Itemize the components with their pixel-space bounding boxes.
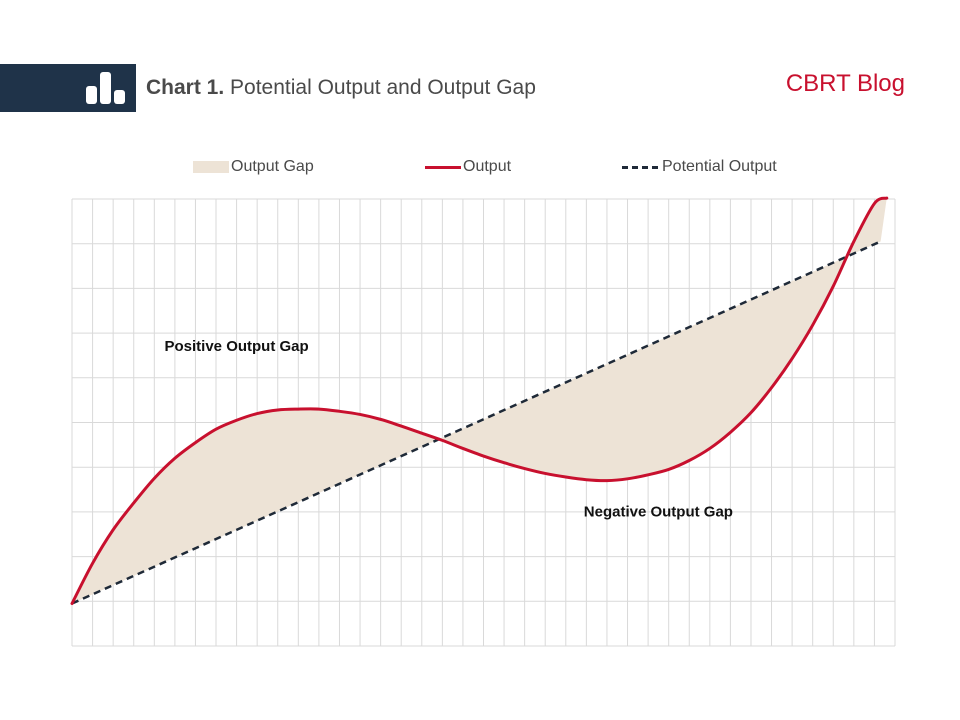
legend-item-output-gap: Output Gap — [193, 158, 314, 176]
chart-title-text: Potential Output and Output Gap — [224, 76, 536, 99]
bar-chart-icon — [86, 72, 125, 104]
legend-item-output: Output — [425, 158, 511, 176]
chart-title-number: Chart 1. — [146, 76, 225, 99]
brand-label: CBRT Blog — [785, 70, 905, 97]
output-gap-area — [72, 198, 887, 604]
output-line — [70, 196, 889, 606]
chart-title: Chart 1. Potential Output and Output Gap — [146, 76, 536, 100]
legend-swatch-output-gap — [193, 161, 229, 173]
header-band — [0, 64, 136, 112]
potential-output-line — [71, 240, 882, 605]
annotation-negative-gap: Negative Output Gap — [584, 503, 733, 520]
legend-swatch-potential-output — [622, 165, 658, 169]
legend-item-potential-output: Potential Output — [622, 158, 777, 176]
legend-label-potential-output: Potential Output — [662, 158, 777, 175]
legend-label-output: Output — [463, 158, 512, 175]
legend-swatch-output — [425, 165, 461, 169]
chart-legend: Output Gap Output Potential Output — [0, 158, 960, 182]
annotation-positive-gap: Positive Output Gap — [165, 338, 309, 355]
legend-label-output-gap: Output Gap — [231, 158, 314, 175]
